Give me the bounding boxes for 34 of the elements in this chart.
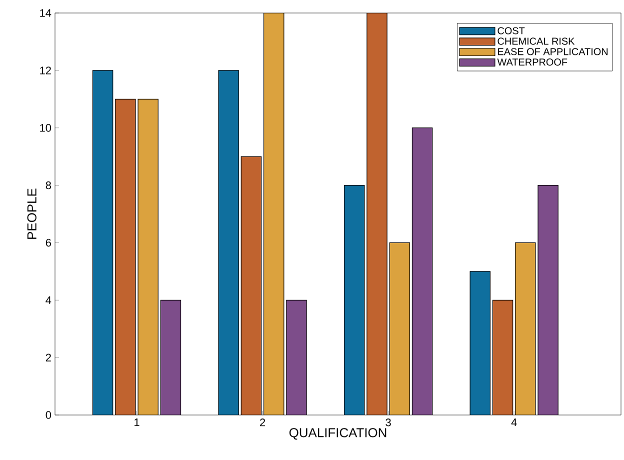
x-tick-label: 4 (511, 418, 517, 426)
bar (92, 70, 114, 415)
y-tick-label: 4 (46, 296, 52, 304)
legend-label: COST (498, 27, 525, 34)
y-tick-label: 2 (46, 354, 51, 362)
legend-label: WATERPROOF (497, 58, 568, 66)
bar (286, 300, 307, 415)
bar (263, 12, 284, 415)
y-tick-label: 10 (40, 124, 52, 132)
legend-label: EASE OF APPLICATION (498, 48, 608, 56)
y-tick-label: 0 (46, 411, 52, 419)
bar (115, 98, 136, 415)
legend-label: CHEMICAL RISK (498, 38, 575, 45)
x-tick-label: 2 (260, 418, 266, 426)
bar (470, 271, 490, 415)
y-tick-label: 6 (46, 238, 51, 247)
bar (389, 242, 410, 415)
x-tick-label: 3 (386, 418, 391, 426)
x-tick-label: 1 (134, 418, 140, 426)
x-axis-title: QUALIFICATION (289, 428, 386, 440)
bar (218, 70, 239, 415)
bar (515, 242, 536, 415)
bar (538, 184, 558, 415)
y-tick-label: 14 (40, 9, 52, 17)
bar (240, 156, 262, 415)
bar (366, 12, 388, 415)
y-axis-title: PEOPLE (27, 188, 36, 239)
bar (412, 128, 433, 415)
bar (138, 98, 158, 415)
y-tick-label: 8 (46, 181, 51, 190)
bar (160, 300, 182, 415)
bar (492, 300, 514, 415)
bar (344, 184, 365, 415)
y-tick-label: 12 (40, 66, 51, 74)
